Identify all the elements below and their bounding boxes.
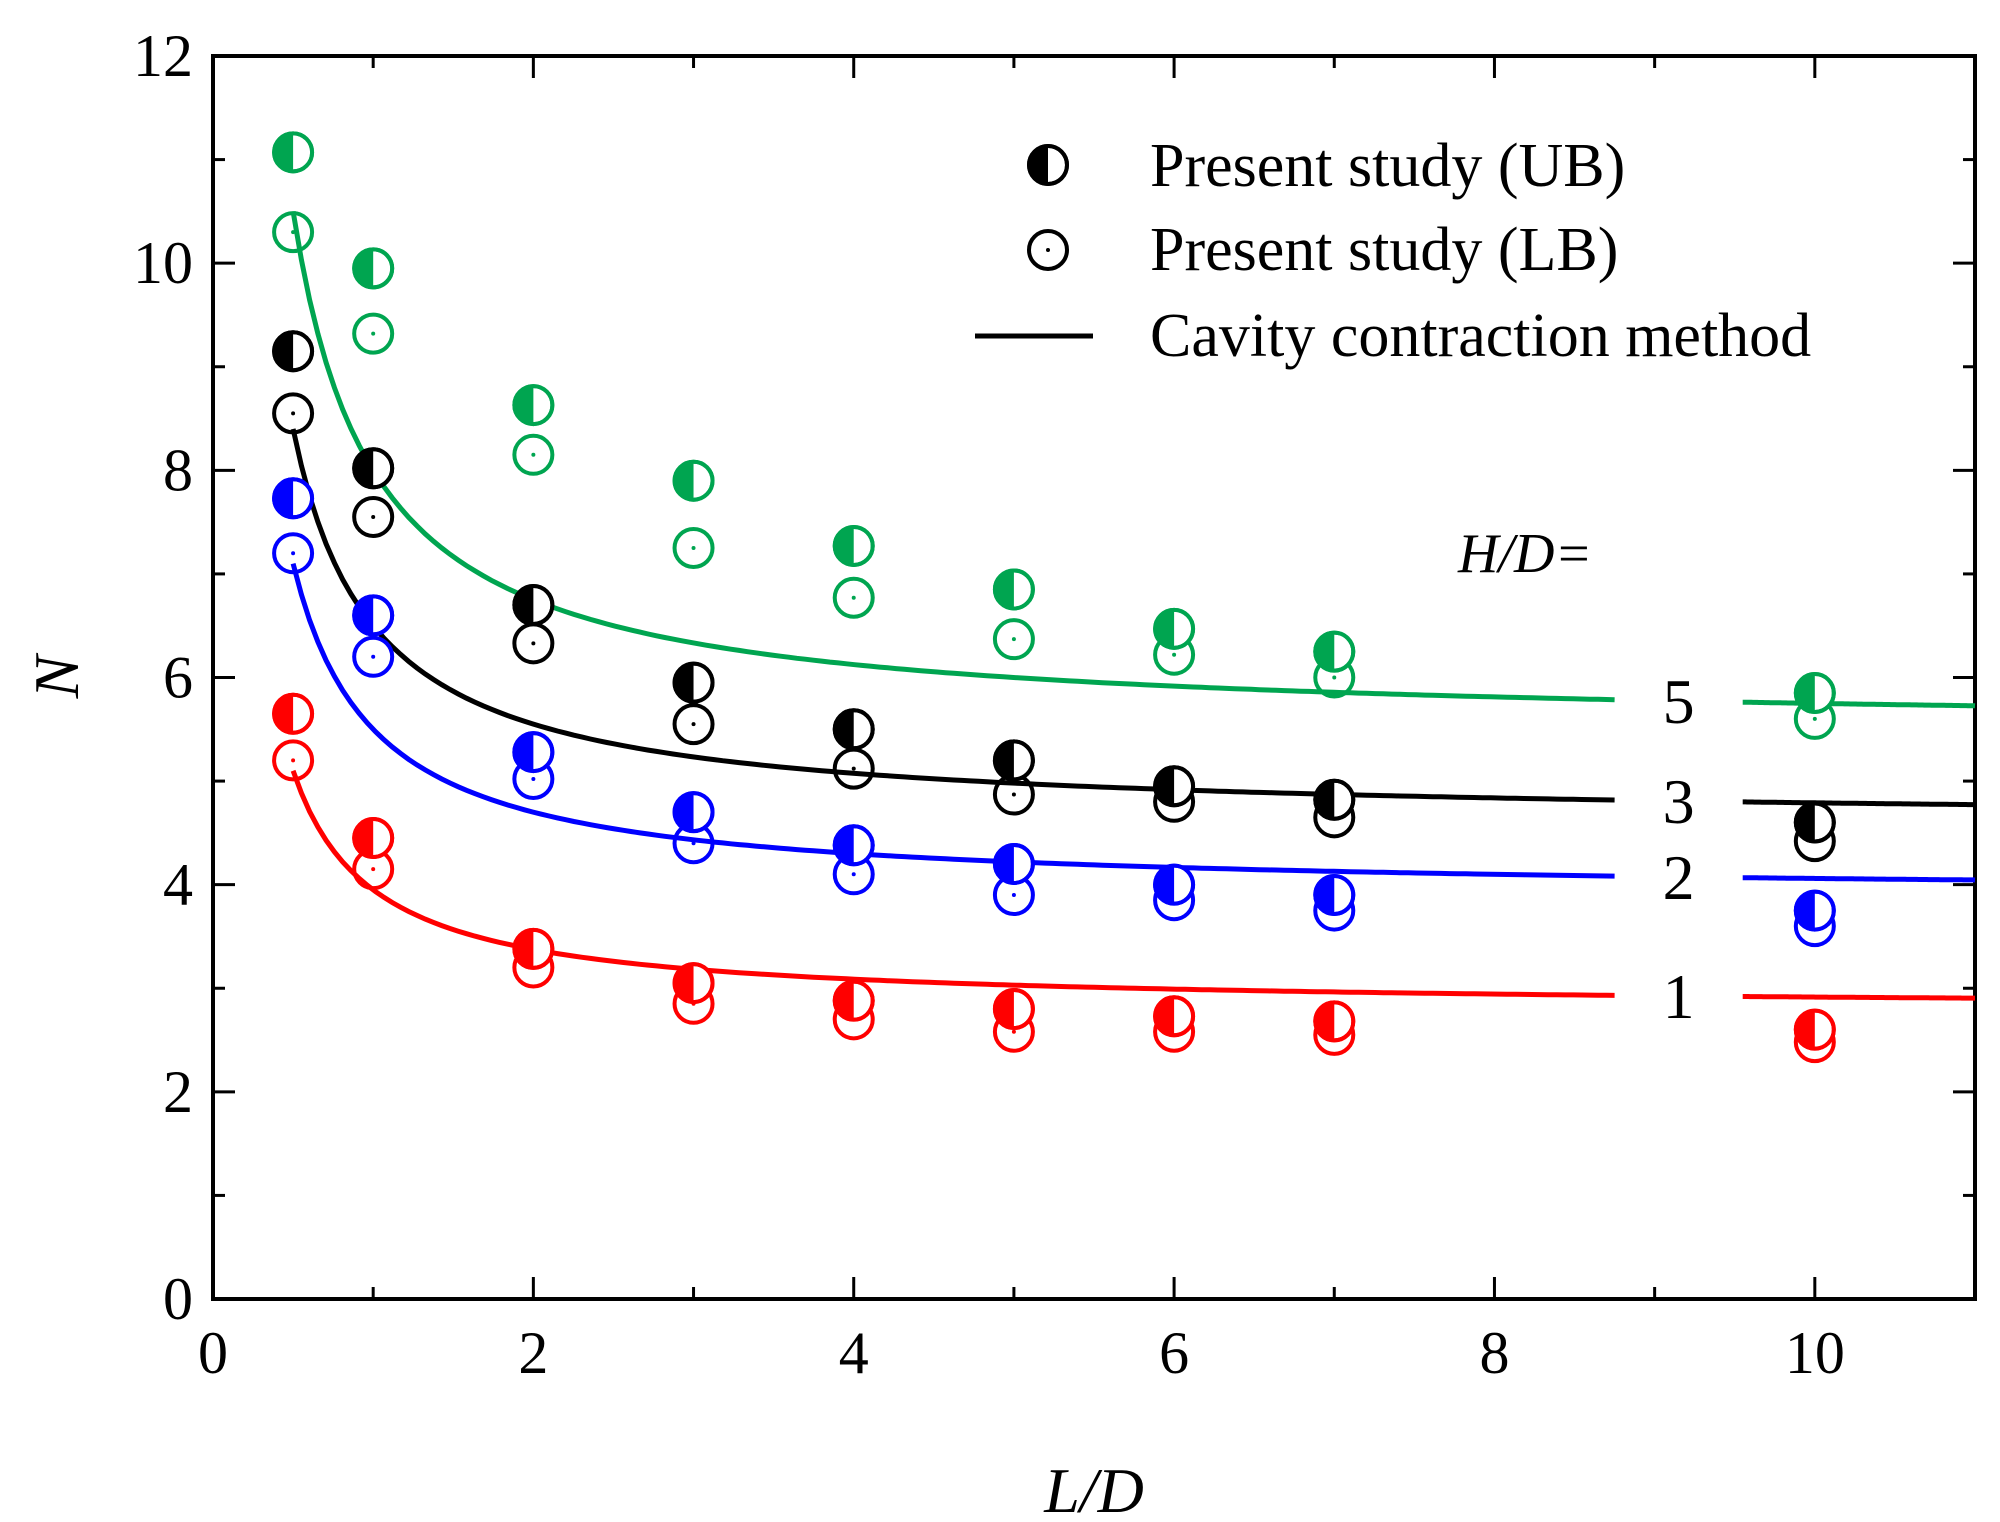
ub-point-3 <box>272 330 315 373</box>
ub-point-2 <box>512 731 555 774</box>
ub-point-3 <box>512 583 555 626</box>
legend: Present study (UB) Present study (LB) Ca… <box>975 132 1811 370</box>
cavity-curve-5 <box>290 210 1615 703</box>
lb-point-2 <box>352 635 395 678</box>
ub-point-3 <box>1793 801 1836 844</box>
y-tick-label: 8 <box>163 437 193 503</box>
x-axis-title: L/D <box>1043 1455 1144 1517</box>
ub-point-2 <box>1313 874 1356 917</box>
ub-point-3 <box>672 661 715 704</box>
y-tick-label: 0 <box>163 1266 193 1332</box>
ub-point-1 <box>832 979 875 1022</box>
ub-point-1 <box>1153 995 1196 1038</box>
cavity-curve-2 <box>1742 875 1976 883</box>
legend-ub-symbol <box>1027 144 1069 186</box>
ticks <box>211 54 1977 1301</box>
ub-point-5 <box>512 384 555 427</box>
lb-point-5 <box>272 211 315 254</box>
x-tick-label: 0 <box>198 1320 228 1386</box>
ub-point-2 <box>352 594 395 637</box>
ub-point-2 <box>1153 863 1196 906</box>
ub-point-3 <box>832 708 875 751</box>
ub-point-1 <box>1313 1000 1356 1043</box>
ub-point-1 <box>352 817 395 860</box>
y-tick-label: 2 <box>163 1059 193 1125</box>
ub-point-3 <box>1313 778 1356 821</box>
ub-point-5 <box>1793 672 1836 715</box>
lb-point-5 <box>672 527 715 570</box>
x-tick-label: 6 <box>1159 1320 1189 1386</box>
plot-frame <box>211 54 1977 1301</box>
hd-value-label-1: 1 <box>1663 961 1695 1032</box>
lb-point-5 <box>512 433 555 476</box>
legend-marker-ub <box>1027 144 1069 186</box>
ub-point-3 <box>992 739 1035 782</box>
cavity-curve-5 <box>1742 699 1976 709</box>
ub-point-2 <box>1793 889 1836 932</box>
y-tick-label: 6 <box>163 645 193 711</box>
y-axis-title: N <box>21 652 92 699</box>
legend-lb-symbol <box>1027 229 1069 271</box>
ub-point-1 <box>272 692 315 735</box>
ub-point-5 <box>832 524 875 567</box>
data-markers <box>272 131 1836 1064</box>
ub-point-1 <box>512 927 555 970</box>
ub-point-2 <box>832 824 875 867</box>
x-tick-label: 4 <box>839 1320 869 1386</box>
x-tick-label: 10 <box>1785 1320 1845 1386</box>
hd-annotation: H/D= <box>1457 523 1592 585</box>
x-tick-label: 8 <box>1479 1320 1509 1386</box>
y-tick-label: 10 <box>133 230 193 296</box>
cavity-curve-1 <box>290 769 1615 998</box>
cavity-curves <box>290 210 1976 1001</box>
legend-label-cavity: Cavity contraction method <box>1150 302 1811 370</box>
cavity-curve-3 <box>290 428 1615 803</box>
hd-value-label-5: 5 <box>1663 666 1695 737</box>
hd-value-label-2: 2 <box>1663 842 1695 913</box>
y-tick-label: 4 <box>163 852 193 918</box>
ub-point-1 <box>1793 1008 1836 1051</box>
ub-point-3 <box>1153 765 1196 808</box>
ub-point-5 <box>1153 607 1196 650</box>
y-tick-label: 12 <box>133 23 193 89</box>
ub-point-5 <box>672 459 715 502</box>
ub-point-1 <box>672 962 715 1005</box>
lb-point-3 <box>352 495 395 538</box>
lb-point-1 <box>272 739 315 782</box>
lb-point-5 <box>352 312 395 355</box>
hd-value-label-3: 3 <box>1663 766 1695 837</box>
lb-point-3 <box>832 747 875 790</box>
legend-label-ub: Present study (UB) <box>1150 132 1625 200</box>
x-tick-label: 2 <box>518 1320 548 1386</box>
lb-point-3 <box>272 392 315 435</box>
legend-label-lb: Present study (LB) <box>1150 216 1618 284</box>
lb-point-3 <box>512 622 555 665</box>
cavity-curve-2 <box>290 562 1615 879</box>
ub-point-2 <box>992 842 1035 885</box>
ub-point-2 <box>672 791 715 834</box>
lb-point-5 <box>832 576 875 619</box>
ub-point-1 <box>992 987 1035 1030</box>
ub-point-5 <box>992 568 1035 611</box>
cavity-curve-1 <box>1742 994 1975 1001</box>
legend-marker-lb <box>1027 229 1069 271</box>
ub-point-3 <box>352 447 395 490</box>
ub-point-5 <box>352 247 395 290</box>
ub-point-2 <box>272 477 315 520</box>
ub-point-5 <box>272 131 315 174</box>
ub-point-5 <box>1313 630 1356 673</box>
cavity-curve-3 <box>1742 799 1975 808</box>
lb-point-2 <box>272 532 315 575</box>
lb-point-5 <box>992 618 1035 661</box>
lb-point-3 <box>672 703 715 746</box>
